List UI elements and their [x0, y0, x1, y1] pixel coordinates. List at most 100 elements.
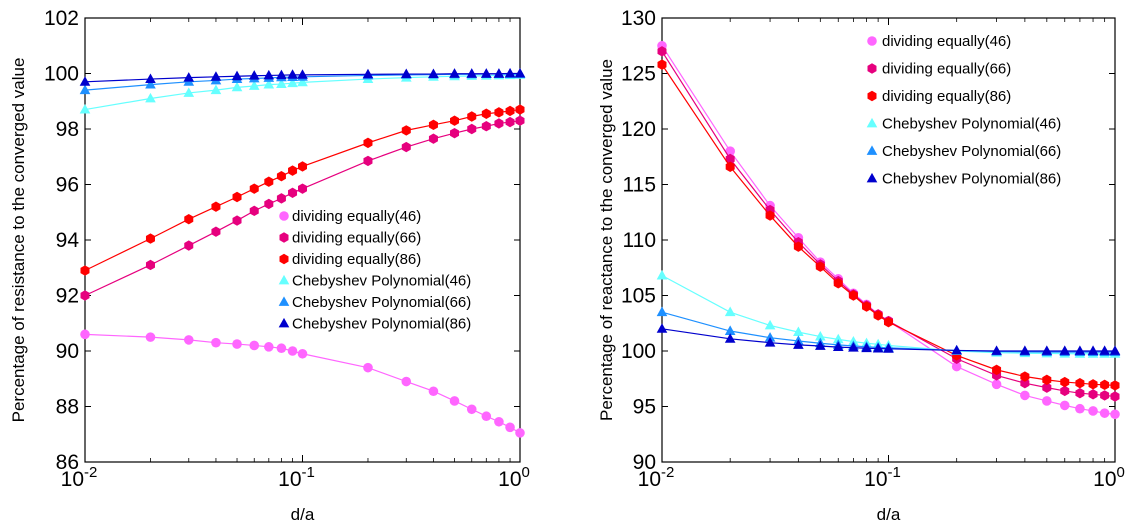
data-point [1020, 371, 1030, 382]
data-point [883, 343, 894, 353]
data-point [297, 76, 308, 87]
data-point [832, 333, 844, 344]
data-point [1059, 345, 1071, 355]
data-point [515, 115, 525, 126]
data-point [505, 116, 515, 128]
y-tick-label: 95 [633, 396, 656, 419]
data-point [79, 76, 91, 86]
x-tick-base: 10 [278, 468, 301, 491]
data-point [1110, 380, 1120, 391]
data-point [428, 133, 438, 144]
data-point [951, 361, 962, 372]
data-point [401, 376, 412, 387]
y-tick-label: 96 [56, 174, 79, 197]
y-tick-label: 125 [621, 63, 656, 86]
y-tick-label: 100 [44, 63, 79, 86]
x-tick-exponent: -2 [84, 464, 97, 481]
data-point [298, 183, 307, 194]
data-point [724, 306, 736, 317]
data-point [494, 118, 504, 129]
data-point [1059, 400, 1070, 411]
data-point [401, 141, 411, 153]
data-point [724, 325, 736, 335]
data-point [1060, 385, 1070, 397]
x-tick-base: 10 [638, 468, 661, 491]
data-point [1110, 391, 1120, 402]
data-point [297, 69, 308, 79]
data-point [232, 339, 242, 349]
data-point [449, 396, 460, 406]
data-point [1019, 345, 1031, 355]
data-point [466, 68, 478, 78]
data-point [232, 215, 242, 226]
data-point [505, 422, 515, 433]
legend-marker [867, 63, 877, 74]
legend-marker [867, 36, 877, 46]
data-point [145, 92, 156, 103]
data-point [1075, 387, 1085, 399]
x-tick-base: 10 [498, 468, 521, 491]
y-axis-label: Percentage of reactance to the converged… [597, 59, 616, 421]
data-point [862, 301, 872, 312]
y-tick-label: 90 [633, 451, 656, 474]
data-point [725, 146, 735, 156]
data-point [1100, 379, 1110, 391]
y-tick-label: 92 [56, 285, 79, 308]
data-point [481, 411, 492, 422]
data-point [298, 161, 307, 172]
legend-label: dividing equally(66) [882, 61, 1011, 78]
x-tick-base: 10 [1093, 468, 1116, 491]
data-point [145, 79, 156, 89]
data-point [211, 226, 221, 237]
data-point [249, 183, 259, 194]
data-point [848, 342, 859, 352]
legend-label: Chebyshev Polynomial(86) [292, 316, 471, 333]
data-point [231, 81, 243, 92]
data-point [80, 290, 90, 301]
data-point [297, 348, 308, 359]
data-point [183, 72, 195, 82]
x-tick-base: 10 [61, 468, 84, 491]
data-point [80, 265, 90, 276]
data-point [514, 67, 526, 78]
legend-marker [278, 317, 290, 328]
data-point [1088, 406, 1098, 416]
data-point [515, 104, 525, 115]
data-point [450, 127, 460, 139]
data-point [884, 316, 893, 328]
data-point [1099, 408, 1110, 418]
data-point [79, 84, 91, 95]
data-point [481, 121, 491, 132]
data-point [263, 69, 275, 80]
data-point [832, 341, 844, 352]
data-point [363, 362, 373, 373]
data-point [183, 335, 194, 345]
data-point [363, 155, 373, 167]
data-point [1099, 345, 1110, 355]
legend-marker [278, 296, 290, 306]
data-point [264, 342, 274, 352]
data-point [450, 115, 460, 126]
x-tick-label: 10-1 [864, 464, 901, 491]
legend-marker [867, 90, 877, 102]
data-point [276, 78, 287, 88]
data-point [656, 323, 668, 333]
y-tick-label: 100 [621, 340, 656, 363]
legend-marker [279, 211, 289, 221]
data-point [872, 342, 884, 353]
legend-marker [866, 117, 878, 128]
legend-marker [279, 232, 289, 243]
data-point [231, 70, 243, 81]
x-tick-exponent: 0 [1117, 464, 1125, 481]
x-tick-exponent: 0 [522, 464, 530, 481]
data-point [1042, 396, 1052, 406]
legend-label: Chebyshev Polynomial(46) [292, 273, 471, 290]
data-point [725, 161, 735, 172]
data-point [1041, 345, 1053, 355]
data-point [276, 343, 287, 354]
data-point [80, 329, 90, 340]
data-point [815, 330, 826, 341]
